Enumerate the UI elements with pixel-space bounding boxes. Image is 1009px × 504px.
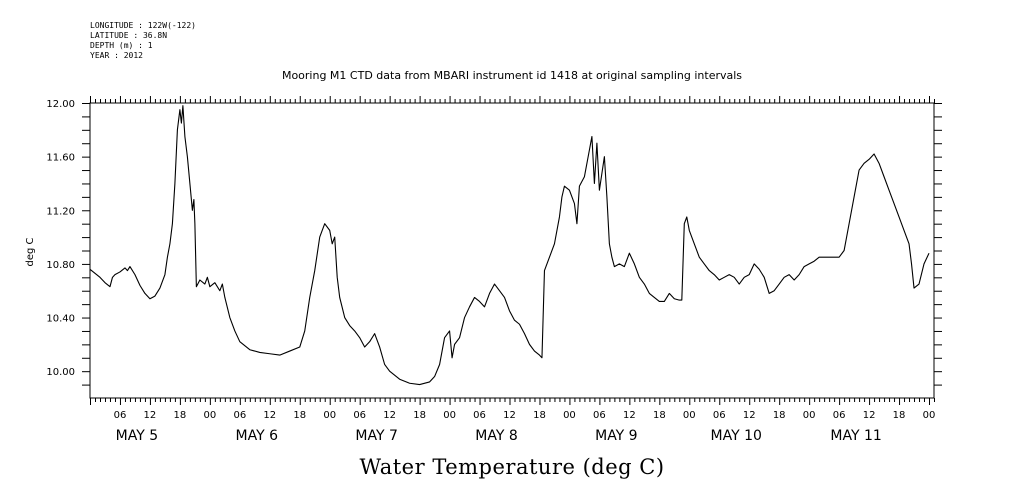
x-tick-label: 06	[473, 410, 486, 421]
latitude-label: LATITUDE : 36.8N	[90, 31, 168, 40]
x-tick-label: 18	[653, 410, 666, 421]
x-tick-label: 06	[353, 410, 366, 421]
series-line	[89, 105, 930, 386]
metadata-block: LONGITUDE : 122W(-122) LATITUDE : 36.8N …	[90, 21, 196, 61]
day-label: MAY 5	[116, 428, 158, 444]
x-tick-label: 18	[773, 410, 786, 421]
y-tick-label: 10.00	[46, 367, 75, 378]
x-tick-label: 12	[144, 410, 157, 421]
x-tick-label: 18	[174, 410, 187, 421]
x-tick-label: 12	[743, 410, 756, 421]
x-tick-label: 00	[323, 410, 336, 421]
x-tick-label: 06	[114, 410, 127, 421]
day-label: MAY 8	[475, 428, 517, 444]
x-tick-label: 18	[413, 410, 426, 421]
x-tick-label: 12	[623, 410, 636, 421]
longitude-label: LONGITUDE : 122W(-122)	[90, 21, 196, 30]
depth-label: DEPTH (m) : 1	[90, 41, 153, 50]
x-tick-label: 12	[863, 410, 876, 421]
day-label: MAY 10	[711, 428, 762, 444]
x-tick-label: 18	[293, 410, 306, 421]
day-label: MAY 9	[595, 428, 637, 444]
x-tick-label: 00	[803, 410, 816, 421]
y-axis-label: deg C	[25, 237, 36, 266]
y-tick-label: 11.20	[46, 206, 75, 217]
x-tick-label: 06	[593, 410, 606, 421]
year-label: YEAR : 2012	[90, 51, 143, 60]
x-tick-label: 06	[713, 410, 726, 421]
series-group	[89, 105, 930, 386]
y-tick-label: 12.00	[46, 99, 75, 110]
day-label: MAY 7	[355, 428, 397, 444]
day-label: MAY 11	[830, 428, 881, 444]
x-tick-label: 06	[833, 410, 846, 421]
y-tick-label: 10.40	[46, 314, 75, 325]
x-tick-label: 00	[683, 410, 696, 421]
x-tick-label: 00	[443, 410, 456, 421]
x-tick-label: 18	[533, 410, 546, 421]
x-tick-label: 00	[203, 410, 216, 421]
day-label: MAY 6	[236, 428, 279, 444]
x-tick-label: 00	[563, 410, 576, 421]
x-tick-label: 12	[383, 410, 396, 421]
plot-frame	[89, 102, 935, 399]
chart-title: Mooring M1 CTD data from MBARI instrumen…	[281, 69, 743, 82]
x-tick-label: 12	[263, 410, 276, 421]
y-tick-label: 11.60	[46, 153, 75, 164]
x-tick-label: 06	[233, 410, 246, 421]
x-tick-label: 00	[923, 410, 936, 421]
x-tick-label: 18	[893, 410, 906, 421]
x-axis-label: Water Temperature (deg C)	[359, 455, 665, 479]
axes: 06 12 18 00 06 12 18 00 06 12 18 00 06 12 18 00 06 12 18 00…	[46, 96, 942, 444]
x-tick-label: 12	[503, 410, 516, 421]
y-tick-label: 10.80	[46, 260, 75, 271]
